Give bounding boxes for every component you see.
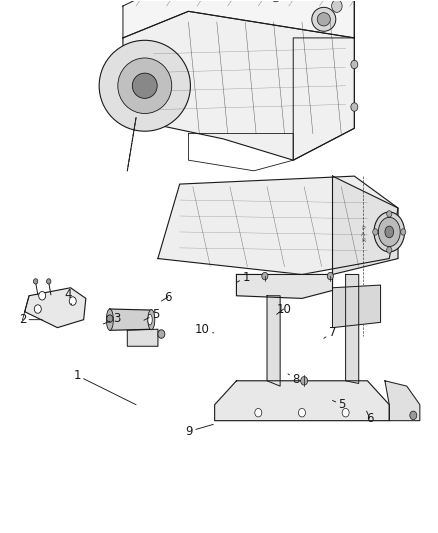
Circle shape <box>387 247 392 253</box>
Circle shape <box>255 408 262 417</box>
Circle shape <box>46 279 51 284</box>
Text: 5: 5 <box>332 398 346 411</box>
Text: 3: 3 <box>103 312 120 325</box>
Ellipse shape <box>374 212 405 252</box>
Polygon shape <box>332 285 381 328</box>
Polygon shape <box>123 0 354 38</box>
Text: 10: 10 <box>276 303 291 316</box>
Circle shape <box>401 229 406 235</box>
Text: P
A
R: P A R <box>361 227 365 243</box>
Polygon shape <box>293 1 354 160</box>
Circle shape <box>351 103 358 111</box>
Ellipse shape <box>317 13 330 26</box>
Circle shape <box>39 292 46 300</box>
Polygon shape <box>127 329 158 346</box>
Polygon shape <box>158 176 398 274</box>
Ellipse shape <box>99 41 191 131</box>
Circle shape <box>298 408 305 417</box>
Polygon shape <box>237 274 332 298</box>
Text: 7: 7 <box>324 326 336 340</box>
Ellipse shape <box>106 309 113 330</box>
Circle shape <box>373 229 378 235</box>
Text: 8: 8 <box>288 373 300 386</box>
Circle shape <box>33 279 38 284</box>
Text: 2: 2 <box>19 313 42 326</box>
Polygon shape <box>346 274 359 383</box>
Circle shape <box>300 376 307 385</box>
Text: 5: 5 <box>144 308 159 321</box>
Circle shape <box>387 211 392 217</box>
Ellipse shape <box>385 226 394 238</box>
Ellipse shape <box>148 310 155 330</box>
Ellipse shape <box>148 314 152 325</box>
Circle shape <box>351 60 358 69</box>
Circle shape <box>342 408 349 417</box>
Polygon shape <box>215 381 389 421</box>
Circle shape <box>34 305 41 313</box>
Circle shape <box>107 315 113 322</box>
Polygon shape <box>25 288 86 328</box>
Text: 10: 10 <box>195 322 214 336</box>
Text: 6: 6 <box>161 291 171 304</box>
Circle shape <box>327 272 333 280</box>
Text: 4: 4 <box>65 288 72 305</box>
Ellipse shape <box>312 7 336 31</box>
Polygon shape <box>110 309 151 330</box>
Text: 6: 6 <box>366 411 373 424</box>
Ellipse shape <box>118 58 172 114</box>
Ellipse shape <box>378 217 400 247</box>
Polygon shape <box>123 11 354 160</box>
Text: 1: 1 <box>237 271 250 284</box>
Polygon shape <box>385 381 420 421</box>
Circle shape <box>332 0 342 12</box>
Polygon shape <box>267 296 280 386</box>
Circle shape <box>158 330 165 338</box>
Ellipse shape <box>132 73 157 99</box>
Polygon shape <box>332 176 398 274</box>
Text: 1: 1 <box>73 369 136 405</box>
Circle shape <box>69 297 76 305</box>
Circle shape <box>271 0 281 2</box>
Circle shape <box>262 272 268 280</box>
Text: 9: 9 <box>186 424 213 438</box>
Circle shape <box>410 411 417 419</box>
